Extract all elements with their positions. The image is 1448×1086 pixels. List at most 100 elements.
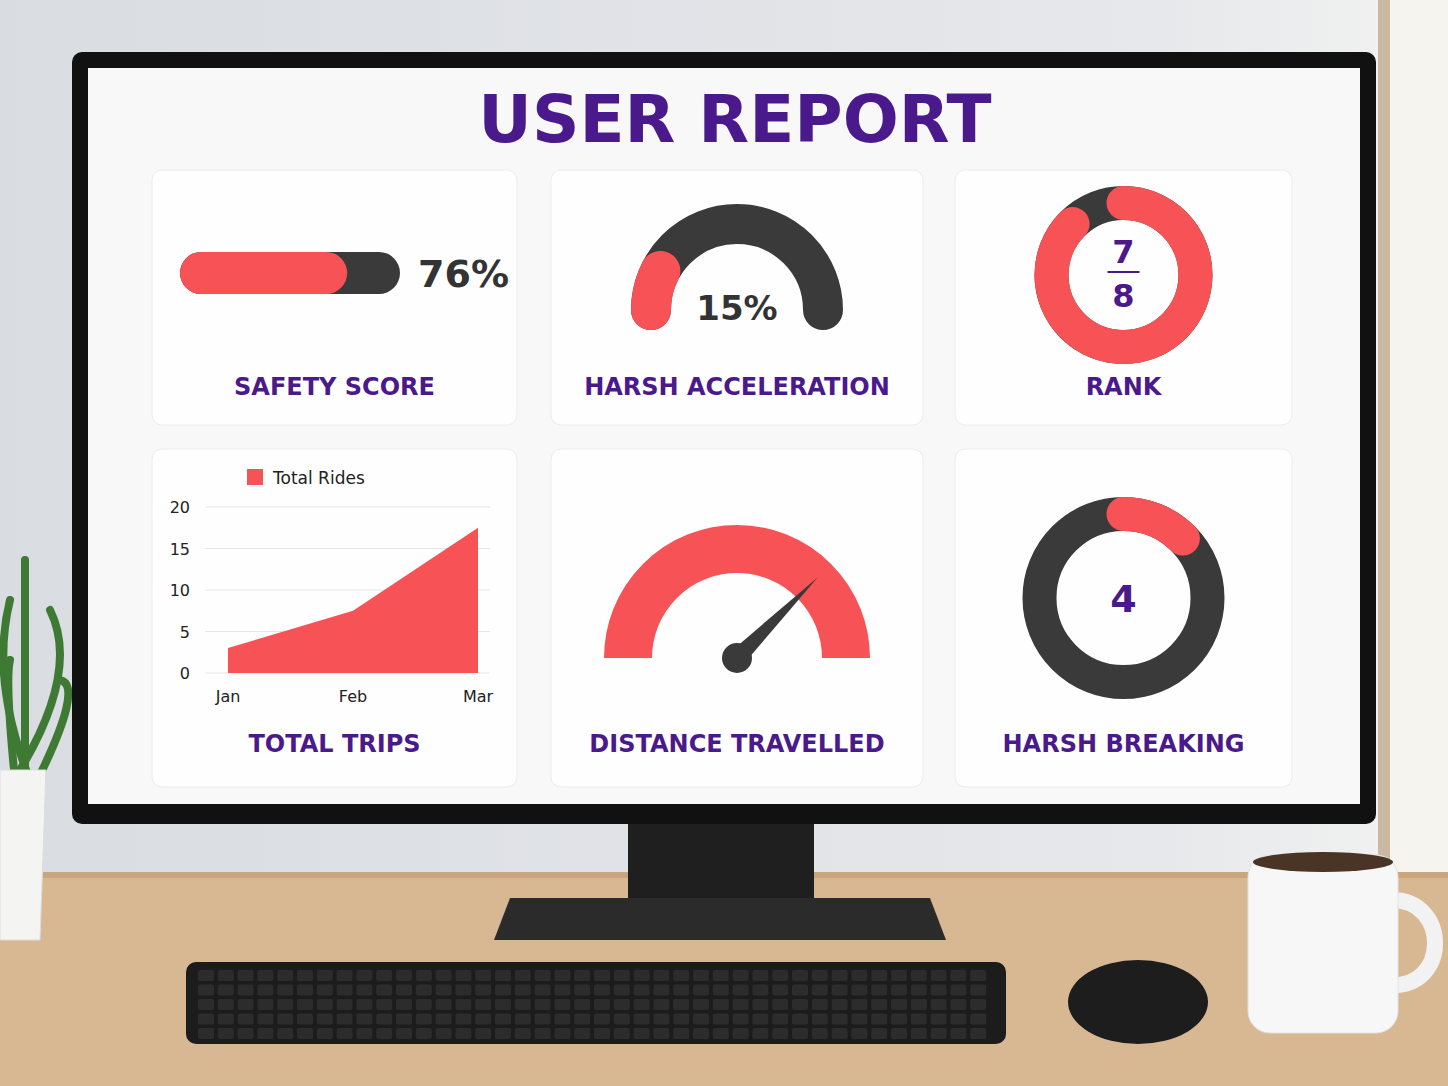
key: [455, 1014, 471, 1025]
panel-title: HARSH ACCELERATION: [584, 373, 890, 401]
donut-fill: [1124, 514, 1183, 539]
key: [653, 985, 669, 996]
panel-donut: RANK78: [955, 170, 1292, 425]
key: [238, 970, 254, 981]
key: [554, 985, 570, 996]
panel-title: HARSH BREAKING: [1003, 730, 1245, 758]
key: [337, 1028, 353, 1039]
key: [356, 999, 372, 1010]
y-tick-label: 5: [180, 623, 190, 642]
key: [515, 970, 531, 981]
panel-card: [551, 170, 923, 425]
key: [594, 1014, 610, 1025]
key: [614, 985, 630, 996]
key: [851, 985, 867, 996]
key: [970, 985, 986, 996]
key: [752, 1028, 768, 1039]
key: [594, 1028, 610, 1039]
gauge-arc: [628, 549, 846, 658]
key: [356, 1028, 372, 1039]
key: [931, 970, 947, 981]
coffee: [1253, 852, 1393, 872]
key: [693, 985, 709, 996]
legend-swatch: [247, 469, 263, 485]
donut-track: [1040, 514, 1208, 682]
key: [455, 999, 471, 1010]
key: [475, 1028, 491, 1039]
key: [713, 1028, 729, 1039]
panel-gauge: DISTANCE TRAVELLED: [551, 449, 923, 787]
key: [198, 999, 214, 1010]
key: [317, 999, 333, 1010]
panel-area: TOTAL TRIPS05101520JanFebMarTotal Rides: [152, 449, 517, 787]
key: [931, 1014, 947, 1025]
key: [851, 999, 867, 1010]
key: [792, 970, 808, 981]
key: [257, 1028, 273, 1039]
window-light: [1385, 0, 1448, 880]
key: [436, 985, 452, 996]
key: [554, 1028, 570, 1039]
key: [891, 999, 907, 1010]
key: [495, 999, 511, 1010]
key: [277, 985, 293, 996]
key: [832, 1028, 848, 1039]
donut-fill: [1052, 203, 1196, 347]
key: [653, 999, 669, 1010]
key: [396, 970, 412, 981]
key: [317, 985, 333, 996]
key: [416, 970, 432, 981]
key: [574, 999, 590, 1010]
key: [752, 999, 768, 1010]
key: [970, 1028, 986, 1039]
key: [713, 1014, 729, 1025]
window-frame: [1378, 0, 1390, 880]
mouse: [1068, 960, 1208, 1044]
key: [317, 1014, 333, 1025]
key: [297, 1014, 313, 1025]
panel-title: TOTAL TRIPS: [248, 730, 420, 758]
key: [495, 985, 511, 996]
key: [238, 999, 254, 1010]
key: [554, 970, 570, 981]
key: [772, 985, 788, 996]
key: [297, 1028, 313, 1039]
key: [337, 999, 353, 1010]
panel-donut: HARSH BREAKING4: [955, 449, 1292, 787]
dashboard: USER REPORTSAFETY SCORE76%HARSH ACCELERA…: [152, 81, 1292, 787]
key: [297, 999, 313, 1010]
legend-label: Total Rides: [272, 468, 365, 488]
key: [376, 999, 392, 1010]
key: [218, 985, 234, 996]
key: [238, 1028, 254, 1039]
key: [515, 1014, 531, 1025]
panel-title: SAFETY SCORE: [234, 373, 435, 401]
plant-leaf: [8, 660, 15, 780]
key: [356, 1014, 372, 1025]
key: [436, 999, 452, 1010]
key: [713, 999, 729, 1010]
range-label: 8: [1112, 277, 1134, 315]
key: [257, 970, 273, 981]
key: [693, 970, 709, 981]
key: [515, 1028, 531, 1039]
keyboard: [186, 962, 1006, 1044]
page: {"header": {"title": "USER REPORT"}, "ch…: [0, 0, 1448, 1086]
key: [436, 970, 452, 981]
key: [277, 1028, 293, 1039]
key: [297, 970, 313, 981]
key: [950, 1028, 966, 1039]
panel-card: [152, 449, 517, 787]
gauge-fill: [651, 271, 660, 310]
key: [931, 999, 947, 1010]
plant-pot: [0, 770, 46, 940]
key: [218, 999, 234, 1010]
key: [693, 1028, 709, 1039]
key: [772, 999, 788, 1010]
key: [812, 999, 828, 1010]
key: [931, 985, 947, 996]
key: [376, 985, 392, 996]
key: [535, 999, 551, 1010]
key: [238, 1014, 254, 1025]
key: [752, 985, 768, 996]
